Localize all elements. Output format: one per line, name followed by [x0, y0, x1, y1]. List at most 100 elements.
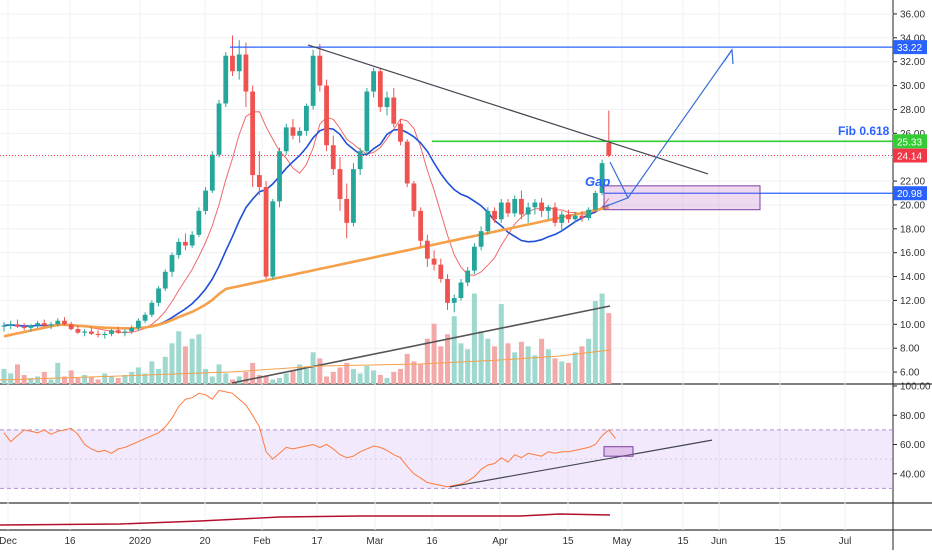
x-tick-label: Jul	[839, 536, 852, 547]
candle-body	[404, 141, 410, 184]
candle-body	[566, 214, 571, 220]
y-tick-label: 14.00	[900, 272, 925, 283]
volume-bar	[129, 371, 135, 384]
volume-bar	[411, 361, 417, 384]
volume-bar	[324, 376, 330, 384]
candle-body	[472, 246, 477, 271]
volume-bar	[82, 374, 88, 384]
volume-bar	[397, 368, 403, 384]
x-tick-label: 2020	[129, 536, 152, 547]
candle-body	[28, 325, 34, 328]
price-badge-label: 25.33	[897, 137, 922, 148]
volume-bar	[330, 371, 336, 384]
volume-bar	[438, 346, 444, 384]
candle-body	[109, 330, 114, 334]
x-tick-label: Mar	[366, 536, 384, 547]
candle-body	[539, 202, 544, 211]
candle-body	[35, 323, 40, 326]
volume-bar	[290, 370, 296, 384]
price-badge	[893, 40, 927, 55]
y-tick-label: 18.00	[900, 224, 925, 235]
volume-bar	[552, 358, 558, 384]
candle-body	[532, 202, 538, 208]
candle-body	[169, 255, 175, 272]
volume-bar	[471, 293, 477, 384]
candle-body	[129, 327, 135, 332]
candle-body	[41, 323, 47, 326]
volume-bar	[364, 365, 370, 384]
candle-body	[384, 97, 390, 108]
candle-body	[330, 145, 336, 170]
volume-bar	[565, 362, 571, 384]
candle-body	[21, 326, 27, 328]
candle-body	[317, 55, 323, 86]
candle-body	[586, 209, 592, 219]
volume-bar	[182, 346, 188, 384]
volume-bar	[142, 373, 148, 384]
volume-bar	[344, 362, 350, 384]
y-tick-label: 8.00	[900, 344, 920, 355]
candle-body	[304, 105, 309, 131]
candle-body	[48, 324, 54, 326]
volume-bar	[599, 293, 605, 384]
volume-bar	[236, 376, 242, 384]
volume-bar	[431, 323, 437, 384]
x-tick-label: Jun	[711, 536, 727, 547]
volume-bar	[512, 352, 518, 384]
volume-bar	[35, 376, 41, 384]
y-tick-label: 36.00	[900, 9, 925, 20]
candle-body	[606, 142, 612, 156]
candle-body	[492, 210, 497, 220]
volume-bar	[539, 338, 545, 384]
volume-bar	[572, 352, 578, 384]
rsi-tick-label: 80.00	[900, 411, 925, 422]
candle-body	[579, 215, 585, 219]
volume-bar	[424, 338, 430, 384]
volume-bar	[303, 368, 309, 384]
candle-body	[209, 154, 215, 191]
volume-bar	[250, 362, 256, 384]
candle-body	[62, 320, 67, 325]
volume-bar	[203, 368, 209, 384]
volume-bar	[55, 362, 61, 384]
volume-bar	[377, 374, 383, 384]
candle-body	[552, 207, 558, 223]
volume-bar	[451, 316, 457, 384]
candle-body	[149, 302, 155, 315]
candle-body	[310, 55, 316, 106]
rsi-tick-label: 60.00	[900, 440, 925, 451]
y-tick-label: 6.00	[900, 368, 920, 379]
x-tick-label: 15	[562, 536, 574, 547]
volume-bar	[209, 376, 215, 384]
candle-body	[398, 123, 403, 142]
candle-body	[451, 298, 457, 303]
x-tick-label: Feb	[253, 536, 271, 547]
volume-bar	[243, 371, 249, 384]
rsi-band-layer	[0, 429, 893, 489]
volume-bar	[283, 373, 289, 384]
rsi-trendline	[449, 439, 713, 488]
candle-body	[75, 329, 81, 333]
price-badge-label: 24.14	[897, 152, 922, 163]
candle-body	[256, 175, 262, 188]
axis-layer: 6.00 8.00 10.00 12.00 14.00 16.00 18.00 20.00 22…	[0, 9, 931, 547]
volume-bar	[176, 331, 182, 384]
candle-body	[478, 231, 484, 247]
candle-body	[324, 85, 329, 146]
volume-bar	[525, 346, 531, 384]
volume-bar	[122, 374, 128, 384]
rsi-layer	[0, 389, 713, 526]
rsi-box	[603, 446, 634, 457]
rsi-tick-label: 40.00	[900, 469, 925, 480]
descending-trendline	[307, 44, 709, 175]
y-tick-label: 30.00	[900, 81, 925, 92]
volume-bar	[492, 346, 498, 384]
volume-trend-line	[231, 305, 611, 384]
volume-bar	[458, 343, 464, 384]
candle-body	[162, 271, 168, 289]
projection-arrowhead	[723, 47, 734, 65]
projection-gapfill	[605, 197, 629, 207]
volume-bar	[498, 304, 504, 384]
volume-bar	[270, 379, 276, 384]
